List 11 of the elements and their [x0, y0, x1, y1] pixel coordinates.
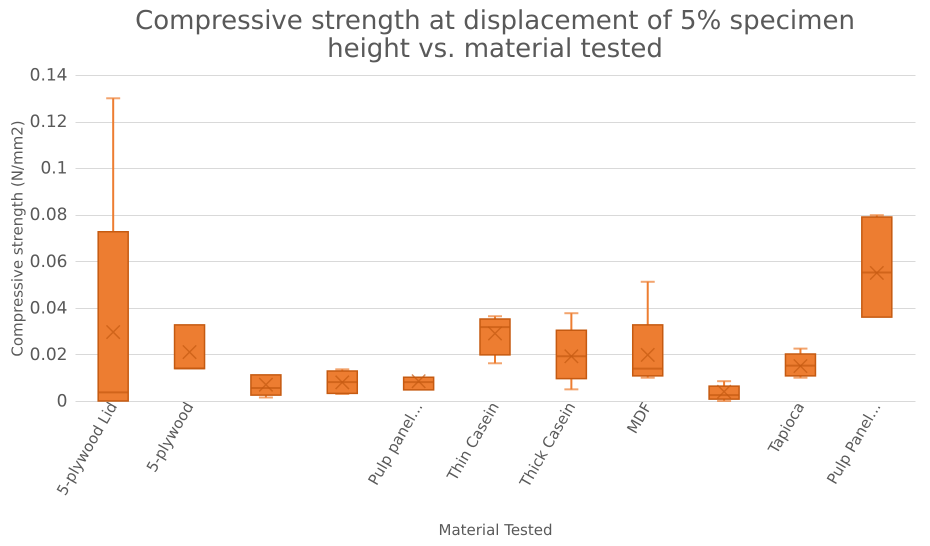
x-axis-title: Material Tested — [438, 520, 552, 539]
y-tick-label: 0.1 — [40, 158, 68, 179]
y-tick-label: 0.12 — [30, 112, 68, 132]
y-tick-label: 0.14 — [30, 66, 68, 86]
chart-title: Compressive strength at displacement of 5% specimen height vs. material tested — [135, 6, 855, 64]
y-tick-label: 0.04 — [30, 298, 68, 318]
y-tick-label: 0.08 — [30, 205, 68, 226]
y-tick-label: 0.02 — [30, 344, 68, 365]
y-axis-title: Compressive strength (N/mm2) — [8, 120, 27, 357]
y-tick-label: 0 — [56, 392, 68, 412]
y-tick-label: 0.06 — [30, 252, 68, 272]
